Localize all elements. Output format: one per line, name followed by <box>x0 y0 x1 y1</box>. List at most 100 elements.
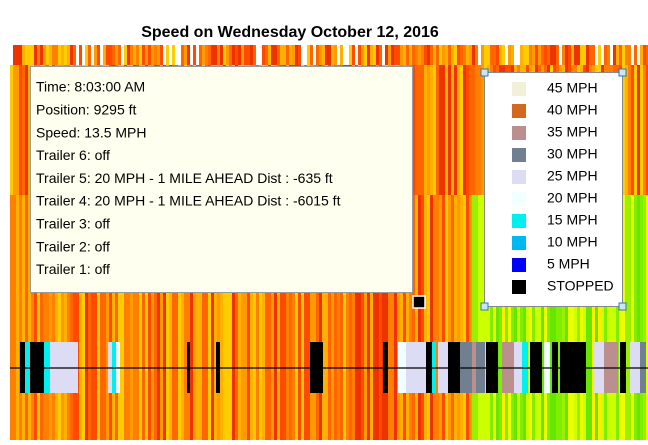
heat-cell <box>400 45 403 65</box>
heat-cell <box>25 65 28 195</box>
legend-items: 45 MPH 40 MPH 35 MPH 30 MPH 25 MPH 20 MPH 15 M… <box>512 80 614 294</box>
handle[interactable] <box>618 68 627 77</box>
heat-cell <box>487 45 490 65</box>
heat-cell <box>334 45 337 65</box>
heat-cell <box>103 195 106 440</box>
heat-cell <box>394 195 397 440</box>
heat-cell <box>202 45 205 65</box>
heat-cell <box>283 195 286 440</box>
heat-cell <box>457 195 460 440</box>
heat-cell <box>580 45 583 65</box>
heat-cell <box>13 65 16 195</box>
heat-cell <box>526 195 529 440</box>
heat-cell <box>580 195 583 440</box>
heat-cell <box>358 45 361 65</box>
heat-cell <box>31 45 34 65</box>
heat-cell <box>145 195 148 440</box>
heat-cell <box>469 45 472 65</box>
heat-cell <box>523 195 526 440</box>
heat-cell <box>577 195 580 440</box>
heat-cell <box>373 195 376 440</box>
heat-cell <box>280 45 283 65</box>
legend-label: 35 MPH <box>547 124 598 140</box>
heat-cell <box>241 45 244 65</box>
heat-cell <box>322 45 325 65</box>
heat-cell <box>592 45 595 65</box>
tooltip-line: Time: 8:03:00 AM <box>36 79 145 95</box>
heat-cell <box>481 45 484 65</box>
handle[interactable] <box>618 302 627 311</box>
heat-cell <box>253 45 256 65</box>
heat-cell <box>448 65 451 195</box>
legend-label: 5 MPH <box>547 256 590 272</box>
heat-cell <box>478 195 481 440</box>
handle[interactable] <box>480 302 489 311</box>
heat-cell <box>331 195 334 440</box>
heat-cell <box>460 65 463 195</box>
heat-cell <box>640 65 643 195</box>
heat-cell <box>412 195 415 440</box>
heat-cell <box>634 45 637 65</box>
tooltip-line: Trailer 4: 20 MPH - 1 MILE AHEAD Dist : … <box>36 193 341 209</box>
heat-cell <box>613 195 616 440</box>
heat-cell <box>571 45 574 65</box>
heat-cell <box>622 65 625 195</box>
heat-cell <box>349 45 352 65</box>
heat-cell <box>388 45 391 65</box>
heat-cell <box>337 45 340 65</box>
heat-cell <box>478 45 481 65</box>
legend-swatch <box>512 170 526 184</box>
heat-cell <box>367 195 370 440</box>
handle[interactable] <box>480 68 489 77</box>
heat-cell <box>16 65 19 195</box>
heat-cell <box>553 195 556 440</box>
heat-cell <box>100 45 103 65</box>
heat-cell <box>211 45 214 65</box>
heat-cell <box>643 45 646 65</box>
heat-cell <box>163 45 166 65</box>
heat-cell <box>238 45 241 65</box>
heat-cell <box>364 195 367 440</box>
heat-cell <box>190 195 193 440</box>
heat-cell <box>25 45 28 65</box>
heat-cell <box>511 45 514 65</box>
heat-cell <box>448 195 451 440</box>
heat-cell <box>316 45 319 65</box>
legend-swatch <box>512 236 526 250</box>
heat-cell <box>340 195 343 440</box>
heat-cell <box>136 45 139 65</box>
heat-cell <box>541 45 544 65</box>
heat-cell <box>250 195 253 440</box>
heat-cell <box>277 45 280 65</box>
heat-cell <box>178 45 181 65</box>
heat-cell <box>586 195 589 440</box>
heat-cell <box>379 195 382 440</box>
heat-cell <box>112 45 115 65</box>
heat-cell <box>307 45 310 65</box>
heat-cell <box>469 65 472 195</box>
heat-cell <box>85 195 88 440</box>
heat-cell <box>10 45 13 65</box>
heat-cell <box>181 195 184 440</box>
heat-cell <box>313 45 316 65</box>
marker[interactable] <box>412 295 426 309</box>
heat-cell <box>178 195 181 440</box>
heat-cell <box>628 65 631 195</box>
heat-cell <box>514 45 517 65</box>
tooltip-line: Speed: 13.5 MPH <box>36 124 147 140</box>
heat-cell <box>427 195 430 440</box>
heat-cell <box>613 45 616 65</box>
heat-cell <box>16 45 19 65</box>
heat-cell <box>376 195 379 440</box>
heat-cell <box>328 195 331 440</box>
heat-cell <box>442 45 445 65</box>
heat-cell <box>301 195 304 440</box>
heat-cell <box>637 65 640 195</box>
heat-cell <box>595 45 598 65</box>
heat-cell <box>409 45 412 65</box>
heat-cell <box>310 45 313 65</box>
heat-cell <box>595 195 598 440</box>
heat-cell <box>154 195 157 440</box>
heat-cell <box>481 65 484 195</box>
